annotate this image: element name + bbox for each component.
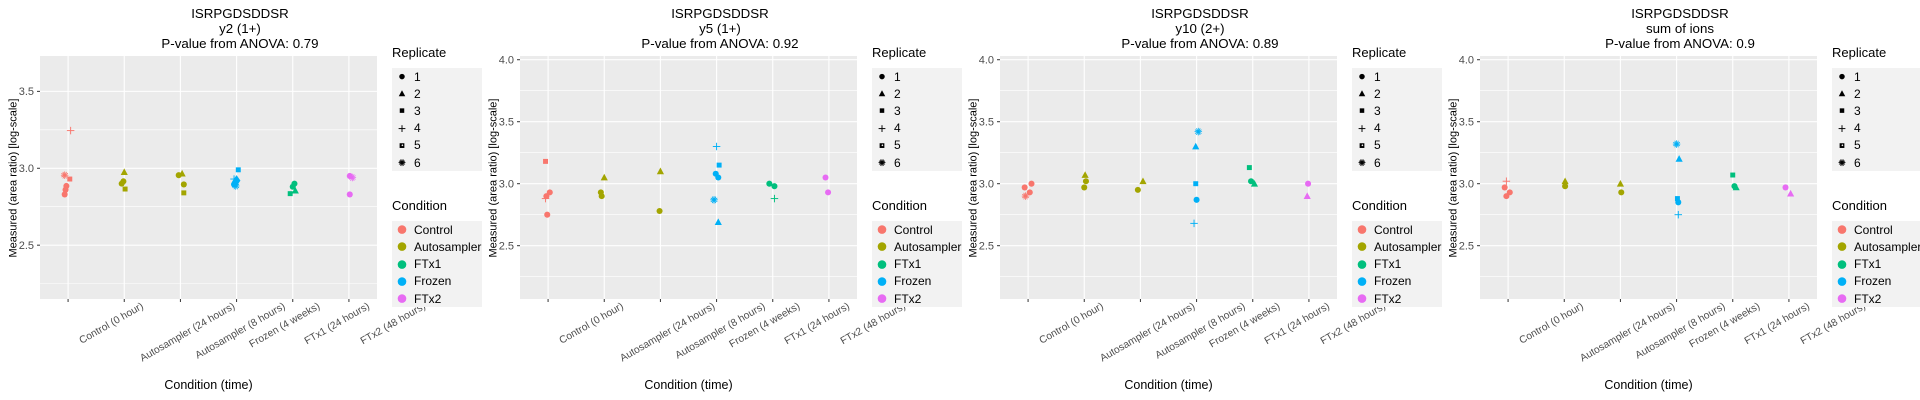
svg-text:3.5: 3.5 [19,86,34,98]
svg-text:4.0: 4.0 [499,55,514,67]
svg-text:4.0: 4.0 [979,55,994,67]
svg-text:2.5: 2.5 [19,240,34,252]
svg-text:3.5: 3.5 [979,117,994,129]
svg-text:3.0: 3.0 [979,179,994,191]
svg-text:4.0: 4.0 [1459,55,1474,67]
svg-text:2.5: 2.5 [979,240,994,252]
svg-text:3.0: 3.0 [499,179,514,191]
svg-text:3.0: 3.0 [1459,179,1474,191]
svg-text:3.5: 3.5 [1459,117,1474,129]
svg-text:2.5: 2.5 [499,240,514,252]
svg-text:3.5: 3.5 [499,117,514,129]
svg-text:3.0: 3.0 [19,163,34,175]
svg-text:2.5: 2.5 [1459,240,1474,252]
